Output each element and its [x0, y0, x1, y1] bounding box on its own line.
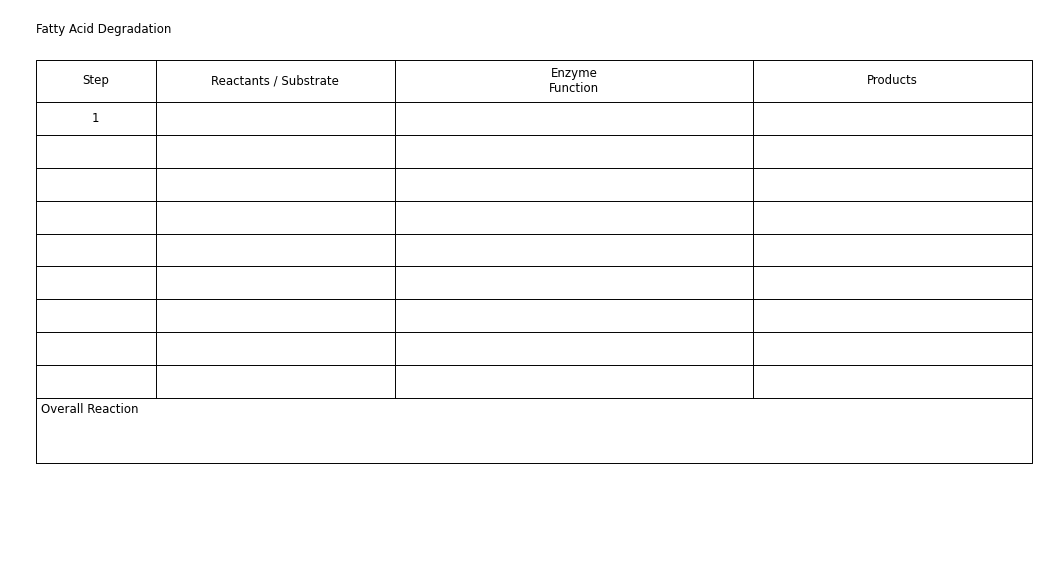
- Text: Fatty Acid Degradation: Fatty Acid Degradation: [36, 23, 171, 36]
- Text: Reactants / Substrate: Reactants / Substrate: [211, 74, 339, 87]
- Text: Products: Products: [868, 74, 919, 87]
- Text: 1: 1: [92, 112, 100, 125]
- Text: Enzyme
Function: Enzyme Function: [549, 67, 599, 95]
- Text: Step: Step: [83, 74, 109, 87]
- Text: Overall Reaction: Overall Reaction: [41, 403, 139, 416]
